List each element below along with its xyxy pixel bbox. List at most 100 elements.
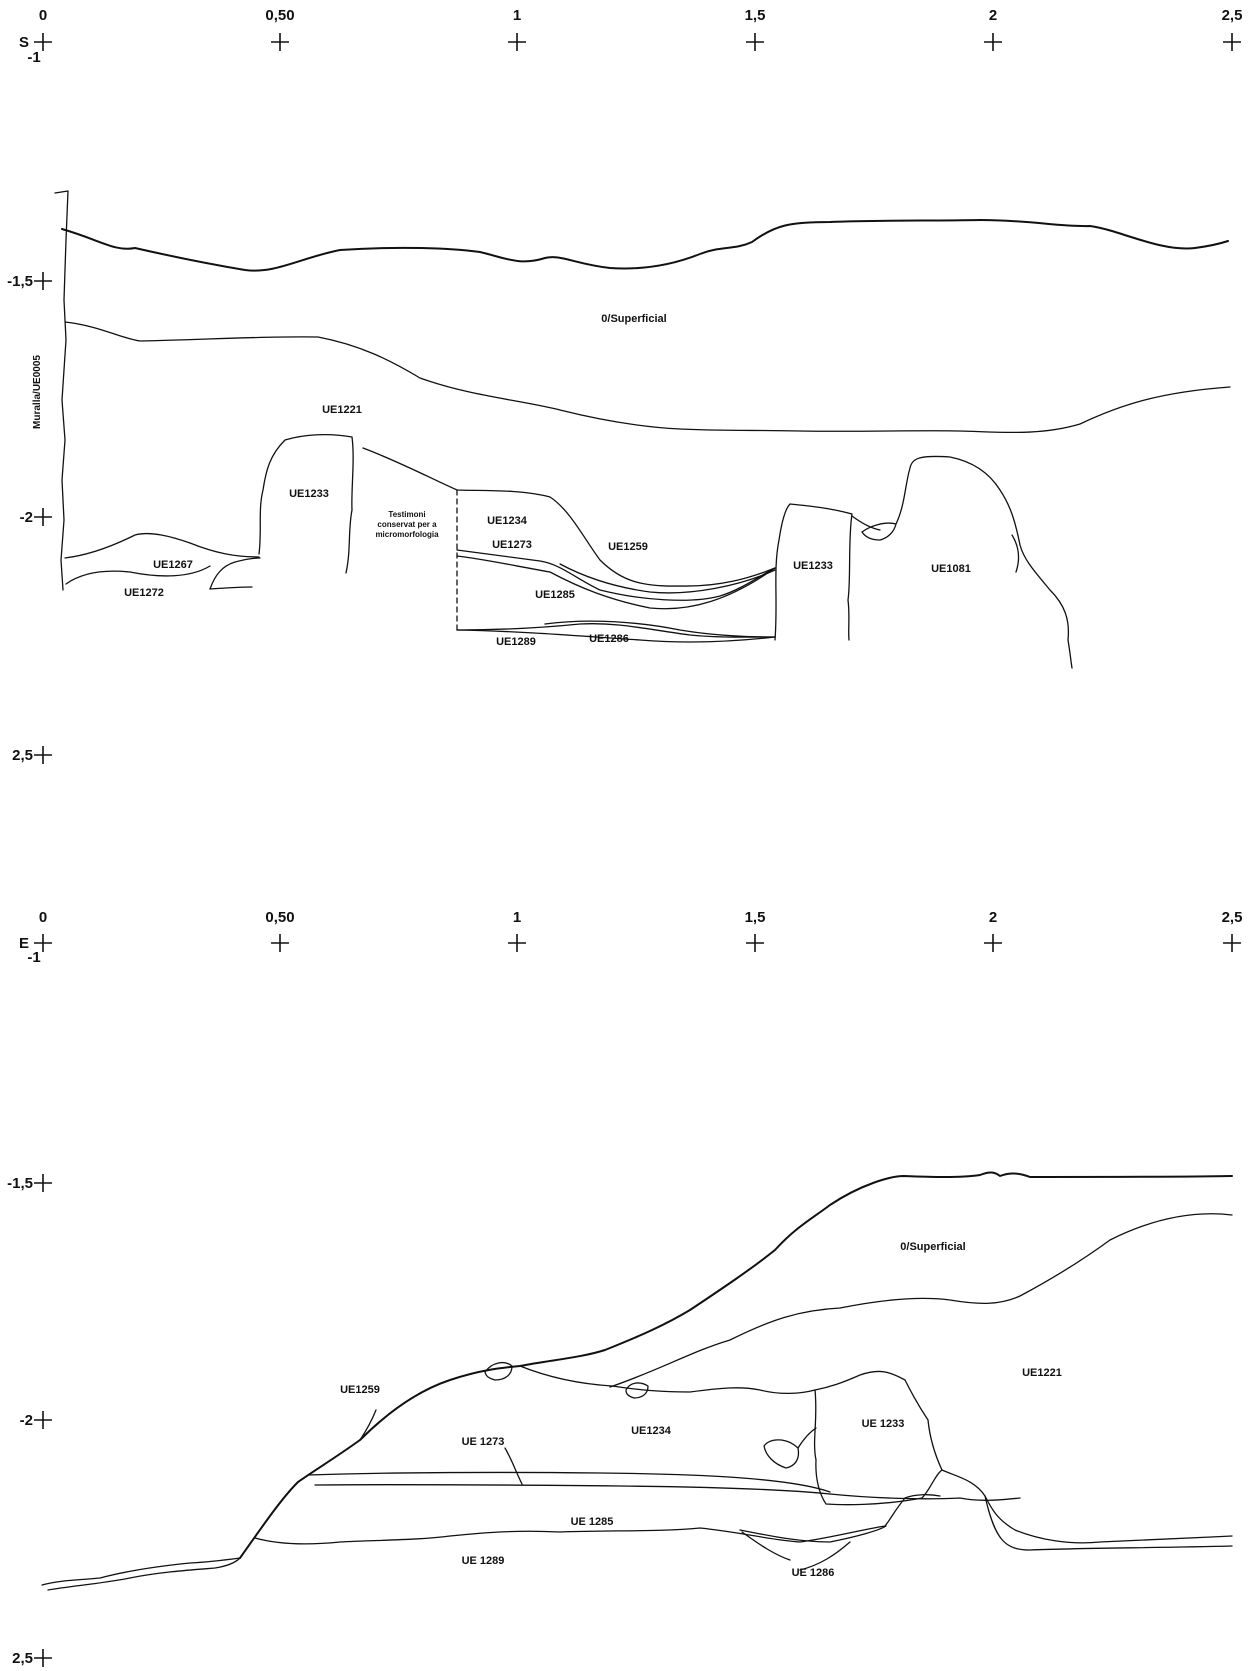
ue1273-base-line (314, 1483, 831, 1495)
section-s-x-tick-label: 2,5 (1222, 7, 1243, 24)
section-e-grid-cross (34, 1411, 52, 1429)
ue1286-line (456, 629, 776, 643)
section-e-grid-cross (271, 934, 289, 952)
section-s-x-tick-label: 0 (39, 7, 47, 24)
section-s-grid-cross (984, 33, 1002, 51)
section-s-x-tick-label: 0,50 (265, 7, 294, 24)
unit-label: UE1234 (487, 515, 528, 527)
section-e-unit-labels: 0/Superficial UE1221 UE1259 UE1234 UE 12… (340, 1241, 1062, 1579)
unit-label: UE1286 (589, 633, 629, 645)
ue1273-top-line (307, 1471, 831, 1493)
unit-label: UE 1289 (462, 1555, 505, 1567)
section-s-y-tick-label: 2,5 (12, 747, 33, 764)
section-e-grid-cross (34, 934, 52, 952)
ue1221-lower-line (984, 1495, 1233, 1551)
section-s-y-tick-label: -1 (27, 49, 40, 66)
unit-label: UE 1233 (862, 1418, 905, 1430)
section-e-y-tick-label: -1 (27, 949, 40, 966)
unit-label: UE1221 (322, 404, 362, 416)
unit-label: UE1267 (153, 559, 193, 571)
unit-label: UE1259 (608, 541, 648, 553)
section-s: 0 0,50 1 1,5 2 2,5 S -1 -1,5 -2 2,5 (7, 7, 1242, 764)
section-e-grid-cross (34, 1649, 52, 1667)
unit-label: UE1273 (492, 539, 532, 551)
micromorphology-note-line: Testimoni (388, 510, 425, 519)
section-e-layer-boundaries (41, 1171, 1233, 1591)
ue1273-base-line (456, 555, 776, 610)
ground-surface-line (61, 219, 1229, 272)
stone-outline (484, 1361, 513, 1381)
stone-outline (763, 1439, 800, 1469)
stone-outline (861, 522, 897, 541)
section-s-grid-cross (34, 272, 52, 290)
ue1233-connector-line (797, 1427, 817, 1449)
section-e-x-axis: 0 0,50 1 1,5 2 2,5 E -1 (19, 909, 1242, 966)
ue1289-top-line (456, 623, 776, 638)
section-s-y-axis: -1,5 -2 2,5 (7, 272, 52, 764)
wall-label: Muralla/UE0005 (32, 355, 43, 429)
section-e-grid-cross (34, 1174, 52, 1192)
section-s-grid-cross (746, 33, 764, 51)
section-e: 0 0,50 1 1,5 2 2,5 E -1 -1,5 -2 2,5 (7, 909, 1242, 1667)
section-s-grid-cross (271, 33, 289, 51)
superficial-base-line (609, 1213, 1233, 1388)
section-s-grid-cross (1223, 33, 1241, 51)
section-s-x-axis: 0 0,50 1 1,5 2 2,5 S -1 (19, 7, 1242, 66)
ue1259-leader-line (359, 1409, 377, 1441)
section-e-y-tick-label: 2,5 (12, 1650, 33, 1667)
ue1233-right-block-outline (774, 503, 853, 641)
unit-label: UE 1286 (792, 1567, 835, 1579)
ue1272-base-line (209, 586, 253, 590)
ue1272-base-line (209, 557, 261, 590)
section-e-y-tick-label: -1,5 (7, 1175, 33, 1192)
section-e-y-tick-label: -2 (20, 1412, 33, 1429)
section-s-grid-cross (508, 33, 526, 51)
unit-label: 0/Superficial (900, 1241, 965, 1253)
ue1286-line (739, 1525, 887, 1543)
unit-label: UE1233 (793, 560, 833, 572)
unit-label: UE1081 (931, 563, 971, 575)
ue1233-left-block-outline (258, 433, 354, 574)
superficial-base-line (64, 321, 1231, 434)
section-s-x-tick-label: 1,5 (745, 7, 766, 24)
section-s-y-tick-label: -2 (20, 509, 33, 526)
unit-label: 0/Superficial (601, 313, 666, 325)
unit-label: UE 1285 (571, 1516, 614, 1528)
section-e-x-tick-label: 2 (989, 909, 997, 926)
section-e-grid-cross (984, 934, 1002, 952)
unit-label: UE1221 (1022, 1367, 1062, 1379)
section-e-grid-cross (746, 934, 764, 952)
section-s-orientation-letter: S (19, 34, 29, 51)
micromorphology-note-line: conservat per a (377, 520, 437, 529)
section-e-grid-cross (1223, 934, 1241, 952)
unit-label: UE1234 (631, 1425, 672, 1437)
stone-outline (625, 1382, 649, 1399)
ground-surface-line (239, 1171, 1233, 1559)
section-s-unit-labels: 0/Superficial UE1221 UE1233 UE1267 UE127… (32, 313, 971, 648)
ue1273-leader-line (504, 1447, 523, 1485)
unit-label: UE1259 (340, 1384, 380, 1396)
ue1267-base-line (65, 565, 211, 585)
section-s-grid-cross (34, 746, 52, 764)
unit-label: UE1272 (124, 587, 164, 599)
micromorphology-note-line: micromorfologia (375, 530, 439, 539)
unit-label: UE 1273 (462, 1436, 505, 1448)
ue1221-base-line (519, 1365, 816, 1395)
section-e-orientation-letter: E (19, 935, 29, 952)
ue1233-block-outline (813, 1370, 943, 1506)
ue1081-inner-line (1011, 534, 1020, 573)
ue1081-outline (895, 455, 1073, 669)
ue1221-lower-line (941, 1469, 1233, 1544)
ue1221-base-line (362, 447, 776, 587)
unit-label: UE1289 (496, 636, 536, 648)
ue1286-leader-line (741, 1531, 791, 1561)
ue1286-line (544, 620, 776, 638)
section-s-x-tick-label: 2 (989, 7, 997, 24)
section-e-x-tick-label: 2,5 (1222, 909, 1243, 926)
slope-toe-line (47, 1557, 241, 1591)
ue1259-line (559, 563, 776, 594)
section-e-grid-cross (508, 934, 526, 952)
section-s-x-tick-label: 1 (513, 7, 521, 24)
ue1081-connector-line (851, 515, 881, 531)
